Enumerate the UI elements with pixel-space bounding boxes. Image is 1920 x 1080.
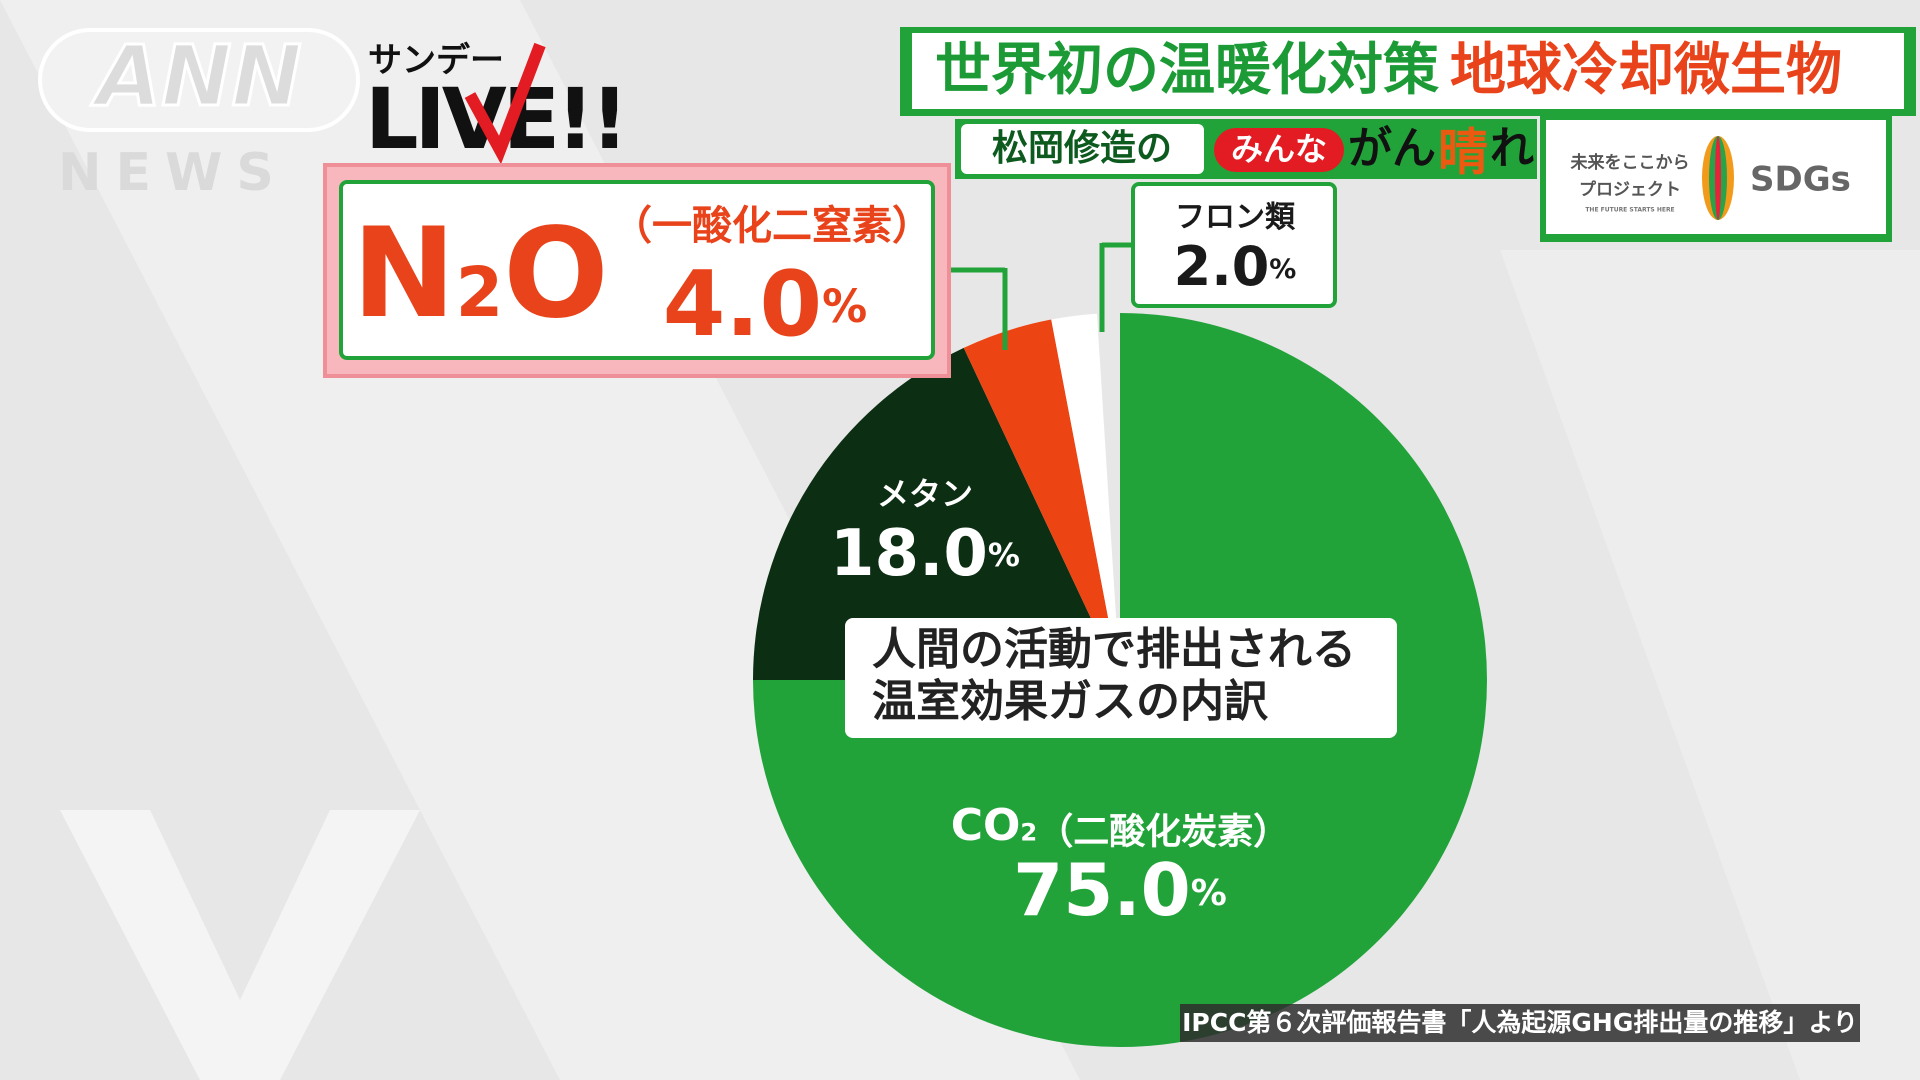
sdgs-project: プロジェクト: [1579, 179, 1681, 200]
sdgs-tagline: THE FUTURE STARTS HERE: [1585, 207, 1674, 214]
value-label: 75.0%: [1013, 848, 1227, 932]
logo-network: ANN: [90, 27, 302, 125]
chart-title: 人間の活動で排出される: [872, 624, 1356, 675]
slice-label: フロン類: [1175, 200, 1296, 235]
chart-title-box: [845, 618, 1397, 738]
logo-news: NEWS: [58, 143, 288, 203]
segment-title-part: れ: [1490, 123, 1534, 174]
sdgs-label: SDGs: [1750, 160, 1851, 200]
sdgs-leaf: [1715, 136, 1721, 220]
pie-slice: [753, 347, 1120, 680]
pie-slice: [963, 319, 1120, 680]
segment-title-part: みんな: [1231, 130, 1327, 168]
logo-pill: [38, 28, 360, 132]
callout-box: [1131, 182, 1337, 308]
chart-title: 温室効果ガスの内訳: [872, 676, 1269, 727]
slice-label: CO2（二酸化炭素）: [951, 800, 1290, 852]
show-check: [464, 42, 546, 165]
show-kicker: サンデー: [368, 41, 504, 81]
slice-label: N2O（一酸化二窒素）: [352, 202, 932, 346]
segment-pill: [1214, 128, 1344, 172]
callout-box: [339, 180, 935, 360]
value-label: 4.0%: [663, 252, 868, 357]
segment-title-part: がん: [1348, 123, 1436, 174]
segment-host: 松岡修造の: [992, 128, 1172, 169]
segment-title-part: 晴: [1438, 124, 1488, 182]
headline-box: [912, 33, 1904, 109]
bg-watermark: [60, 810, 420, 1080]
headline-lead: 世界初の温暖化対策: [935, 38, 1439, 103]
headline-topic: 地球冷却微生物: [1450, 38, 1842, 103]
source-box: [1180, 1004, 1860, 1042]
source: IPCC第６次評価報告書「人為起源GHG排出量の推移」より: [1182, 1008, 1858, 1037]
sdgs-project: 未来をここから: [1570, 152, 1690, 173]
pie-slice: [1051, 313, 1120, 680]
segment-host-box: [961, 124, 1204, 174]
value-label: 2.0%: [1174, 235, 1297, 298]
show-name: LIVE!!: [365, 70, 625, 168]
value-label: 18.0%: [830, 517, 1020, 591]
slice-label: メタン: [877, 475, 973, 513]
bg-stripe: [1500, 250, 1920, 1080]
